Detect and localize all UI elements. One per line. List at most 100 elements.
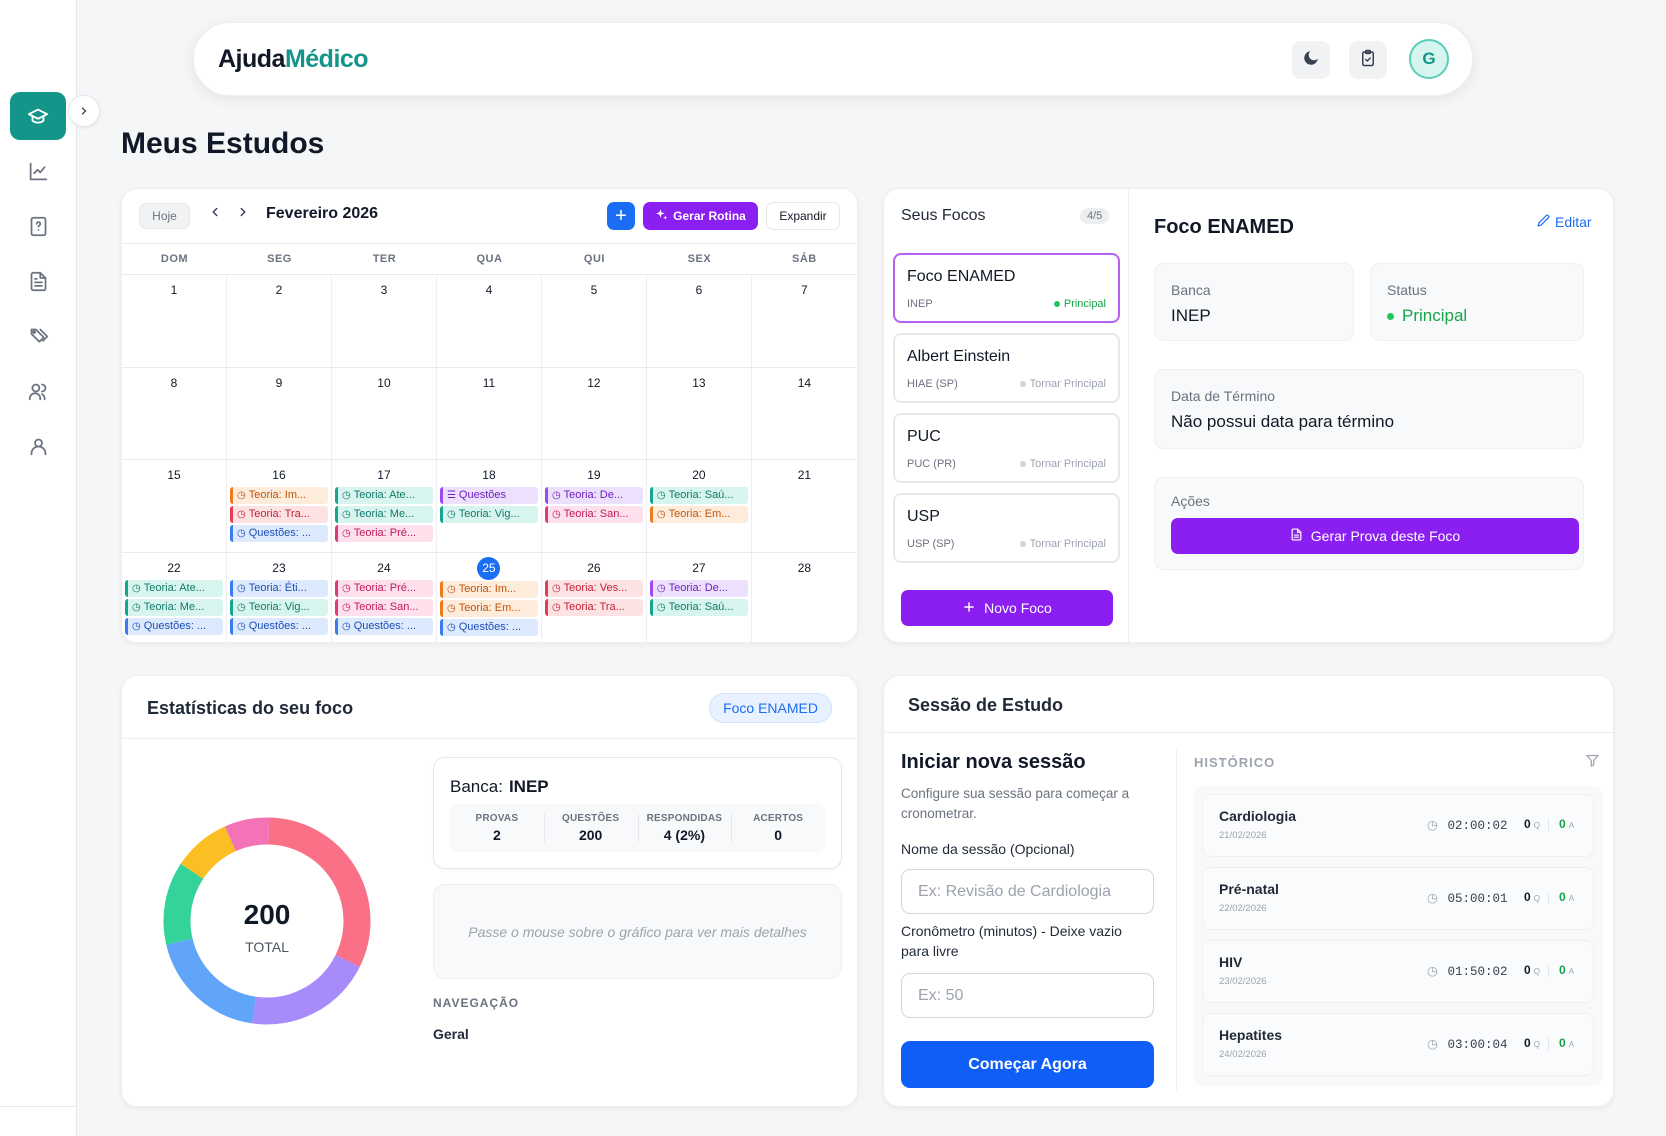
calendar-event[interactable]: ◷ Teoria: Ate... bbox=[334, 487, 433, 504]
foco-item[interactable]: Foco ENAMED INEP Principal bbox=[893, 253, 1120, 323]
gerar-prova-button[interactable]: Gerar Prova deste Foco bbox=[1171, 518, 1579, 554]
calendar-day[interactable]: 26 ◷ Teoria: Ves... ◷ Teoria: Tra... bbox=[542, 552, 647, 642]
calendar-event[interactable]: ◷ Teoria: Saú... bbox=[649, 598, 748, 616]
chevron-right-icon[interactable] bbox=[236, 205, 250, 222]
navegacao-value[interactable]: Geral bbox=[433, 1026, 469, 1042]
calendar-day[interactable]: 24 ◷ Teoria: Pré... ◷ Teoria: San... ◷ Questõe… bbox=[332, 552, 437, 642]
calendar-event[interactable]: ◷ Teoria: Im... bbox=[439, 580, 538, 598]
calendar-day[interactable]: 4 bbox=[437, 275, 542, 367]
calendar-day[interactable]: 10 bbox=[332, 367, 437, 459]
document-icon[interactable] bbox=[10, 257, 66, 305]
calendar-day[interactable]: 20 ◷ Teoria: Saú... ◷ Teoria: Em... bbox=[647, 460, 752, 552]
nome-sessao-input[interactable] bbox=[901, 869, 1154, 914]
graduation-cap-icon[interactable] bbox=[10, 92, 66, 140]
foco-item[interactable]: USP USP (SP) Tornar Principal bbox=[893, 493, 1120, 563]
calendar-day[interactable]: 3 bbox=[332, 275, 437, 367]
calendar-day[interactable]: 9 bbox=[227, 367, 332, 459]
calendar-event[interactable]: ◷ Teoria: San... bbox=[334, 598, 433, 616]
calendar-day[interactable]: 17 ◷ Teoria: Ate... ◷ Teoria: Me... ◷ Teoria: … bbox=[332, 460, 437, 552]
add-event-button[interactable]: + bbox=[607, 202, 635, 230]
calendar-day[interactable]: 1 bbox=[122, 275, 227, 367]
calendar-day[interactable]: 6 bbox=[647, 275, 752, 367]
calendar-day[interactable]: 8 bbox=[122, 367, 227, 459]
calendar-event[interactable]: ◷ Teoria: Ves... bbox=[544, 579, 643, 597]
calendar-day[interactable]: 23 ◷ Teoria: Éti... ◷ Teoria: Vig... ◷ Questõe… bbox=[227, 552, 332, 642]
dark-mode-toggle[interactable] bbox=[1292, 41, 1330, 79]
calendar-day[interactable]: 5 bbox=[542, 275, 647, 367]
foco-item[interactable]: Albert Einstein HIAE (SP) Tornar Princip… bbox=[893, 333, 1120, 403]
question-file-icon[interactable] bbox=[10, 202, 66, 250]
calendar-day[interactable]: 11 bbox=[437, 367, 542, 459]
calendar-event[interactable]: ☰ Questões bbox=[439, 487, 538, 504]
stats-foco-badge[interactable]: Foco ENAMED bbox=[709, 693, 832, 723]
calendar-event[interactable]: ◷ Teoria: Im... bbox=[229, 487, 328, 504]
tornar-principal-button[interactable]: Tornar Principal bbox=[1019, 458, 1106, 470]
donut-slice-1[interactable] bbox=[251, 954, 360, 1025]
calendar-day[interactable]: 22 ◷ Teoria: Ate... ◷ Teoria: Me... ◷ Questões… bbox=[122, 552, 227, 642]
donut-slice-5[interactable] bbox=[224, 817, 270, 852]
tornar-principal-button[interactable]: Tornar Principal bbox=[1019, 378, 1106, 390]
calendar-event[interactable]: ◷ Teoria: Ate... bbox=[125, 579, 223, 597]
calendar-event[interactable]: ◷ Questões: ... bbox=[229, 617, 328, 635]
calendar-day[interactable]: 18 ☰ Questões ◷ Teoria: Vig... bbox=[437, 460, 542, 552]
calendar-day[interactable]: 25 ◷ Teoria: Im... ◷ Teoria: Em... ◷ Questões:… bbox=[437, 552, 542, 642]
donut-slice-0[interactable] bbox=[268, 817, 371, 967]
calendar-event[interactable]: ◷ Questões: ... bbox=[334, 617, 433, 635]
calendar-day[interactable]: 13 bbox=[647, 367, 752, 459]
today-button[interactable]: Hoje bbox=[139, 203, 190, 229]
users-icon[interactable] bbox=[10, 367, 66, 415]
calendar-day[interactable]: 12 bbox=[542, 367, 647, 459]
calendar-day[interactable]: 2 bbox=[227, 275, 332, 367]
filter-icon[interactable] bbox=[1585, 753, 1600, 773]
calendar-day[interactable]: 7 bbox=[752, 275, 857, 367]
tornar-principal-button[interactable]: Tornar Principal bbox=[1019, 538, 1106, 550]
gerar-rotina-button[interactable]: Gerar Rotina bbox=[643, 202, 758, 230]
donut-slice-3[interactable] bbox=[163, 863, 204, 945]
avatar[interactable]: G bbox=[1409, 39, 1449, 79]
calendar-day[interactable]: 27 ◷ Teoria: De... ◷ Teoria: Saú... bbox=[647, 552, 752, 642]
donut-chart[interactable]: 200 TOTAL bbox=[157, 811, 377, 1031]
calendar-event[interactable]: ◷ Teoria: Em... bbox=[649, 506, 748, 523]
calendar-event[interactable]: ◷ Questões: ... bbox=[125, 617, 223, 635]
calendar-event[interactable]: ◷ Teoria: Vig... bbox=[439, 506, 538, 523]
calendar-event[interactable]: ◷ Teoria: Éti... bbox=[229, 579, 328, 597]
user-icon[interactable] bbox=[10, 422, 66, 470]
calendar-day[interactable]: 19 ◷ Teoria: De... ◷ Teoria: San... bbox=[542, 460, 647, 552]
donut-svg[interactable] bbox=[157, 811, 377, 1031]
edit-foco-button[interactable]: Editar bbox=[1537, 214, 1592, 230]
calendar-event[interactable]: ◷ Teoria: Pré... bbox=[334, 525, 433, 542]
calendar-event[interactable]: ◷ Teoria: Pré... bbox=[334, 579, 433, 597]
calendar-day[interactable]: 14 bbox=[752, 368, 857, 460]
foco-item[interactable]: PUC PUC (PR) Tornar Principal bbox=[893, 413, 1120, 483]
calendar-event[interactable]: ◷ Teoria: Em... bbox=[439, 599, 538, 617]
cronometro-input[interactable] bbox=[901, 973, 1154, 1018]
calendar-event[interactable]: ◷ Teoria: Me... bbox=[125, 598, 223, 616]
calendar-event[interactable]: ◷ Teoria: De... bbox=[649, 579, 748, 597]
chart-line-icon[interactable] bbox=[10, 147, 66, 195]
calendar-event[interactable]: ◷ Questões: ... bbox=[229, 525, 328, 542]
calendar-event[interactable]: ◷ Teoria: Saú... bbox=[649, 487, 748, 504]
calendar-event[interactable]: ◷ Questões: ... bbox=[439, 618, 538, 636]
novo-foco-button[interactable]: Novo Foco bbox=[901, 590, 1113, 626]
calendar-day[interactable]: 28 bbox=[752, 553, 857, 643]
calendar-event[interactable]: ◷ Teoria: De... bbox=[544, 487, 643, 504]
comecar-agora-button[interactable]: Começar Agora bbox=[901, 1041, 1154, 1088]
donut-slice-4[interactable] bbox=[180, 826, 237, 880]
expandir-button[interactable]: Expandir bbox=[766, 202, 840, 230]
calendar-event[interactable]: ◷ Teoria: San... bbox=[544, 506, 643, 523]
calendar-day[interactable]: 15 bbox=[122, 460, 227, 552]
calendar-event[interactable]: ◷ Teoria: Vig... bbox=[229, 598, 328, 616]
calendar-event[interactable]: ◷ Teoria: Me... bbox=[334, 506, 433, 523]
sidebar-expand-button[interactable] bbox=[68, 95, 100, 127]
calendar-event[interactable]: ◷ Teoria: Tra... bbox=[544, 598, 643, 616]
calendar-day[interactable]: 21 bbox=[752, 460, 857, 552]
app-logo[interactable]: AjudaMédico bbox=[218, 45, 369, 74]
calendar-event[interactable]: ◷ Teoria: Tra... bbox=[229, 506, 328, 523]
calendar-day[interactable]: 16 ◷ Teoria: Im... ◷ Teoria: Tra... ◷ Questões… bbox=[227, 460, 332, 552]
chevron-left-icon[interactable] bbox=[208, 205, 222, 222]
tags-icon[interactable] bbox=[10, 312, 66, 360]
